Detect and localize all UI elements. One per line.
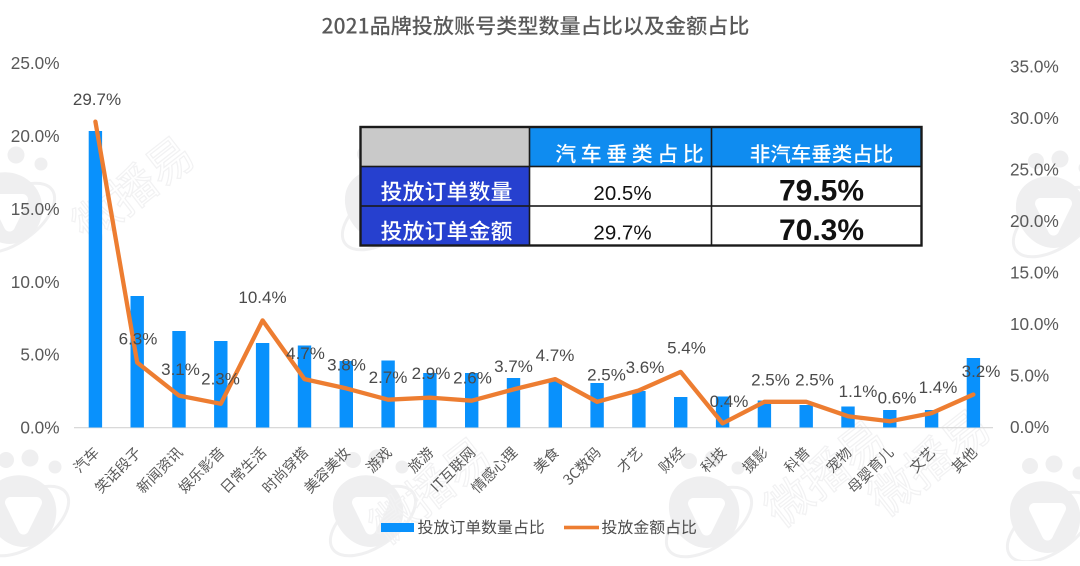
svg-text:2.6%: 2.6% (453, 369, 492, 388)
svg-text:3.6%: 3.6% (626, 358, 665, 377)
svg-text:79.5%: 79.5% (779, 175, 864, 208)
svg-text:6.3%: 6.3% (119, 330, 158, 349)
svg-text:0.4%: 0.4% (710, 392, 749, 411)
svg-text:1.4%: 1.4% (919, 378, 958, 397)
svg-text:2.9%: 2.9% (412, 364, 451, 383)
svg-text:3.1%: 3.1% (161, 360, 200, 379)
svg-text:20.0%: 20.0% (11, 126, 60, 146)
svg-text:0.0%: 0.0% (1010, 417, 1049, 437)
svg-text:5.0%: 5.0% (1010, 366, 1049, 386)
svg-text:20.0%: 20.0% (1010, 211, 1059, 231)
svg-text:5.0%: 5.0% (20, 345, 59, 365)
svg-text:25.0%: 25.0% (11, 53, 60, 73)
svg-text:25.0%: 25.0% (1010, 160, 1059, 180)
svg-text:70.3%: 70.3% (779, 214, 864, 247)
svg-text:5.4%: 5.4% (667, 339, 706, 358)
svg-text:15.0%: 15.0% (1010, 263, 1059, 283)
svg-text:2.5%: 2.5% (587, 366, 626, 385)
svg-text:15.0%: 15.0% (11, 199, 60, 219)
svg-text:2.3%: 2.3% (201, 370, 240, 389)
svg-text:10.4%: 10.4% (238, 288, 286, 307)
svg-text:0.6%: 0.6% (878, 389, 917, 408)
svg-text:35.0%: 35.0% (1010, 57, 1059, 77)
svg-text:3.7%: 3.7% (494, 357, 533, 376)
svg-text:4.7%: 4.7% (536, 346, 575, 365)
svg-text:30.0%: 30.0% (1010, 108, 1059, 128)
svg-text:4.7%: 4.7% (286, 344, 325, 363)
svg-text:10.0%: 10.0% (11, 272, 60, 292)
svg-text:2.5%: 2.5% (751, 371, 790, 390)
svg-text:2.7%: 2.7% (369, 368, 408, 387)
svg-text:1.1%: 1.1% (839, 382, 878, 401)
svg-text:3.2%: 3.2% (962, 362, 1001, 381)
svg-text:10.0%: 10.0% (1010, 314, 1059, 334)
svg-text:3.8%: 3.8% (327, 356, 366, 375)
svg-text:2.5%: 2.5% (795, 371, 834, 390)
svg-text:29.7%: 29.7% (593, 222, 651, 245)
svg-text:29.7%: 29.7% (73, 90, 121, 109)
svg-text:20.5%: 20.5% (593, 182, 651, 205)
svg-text:0.0%: 0.0% (20, 418, 59, 438)
